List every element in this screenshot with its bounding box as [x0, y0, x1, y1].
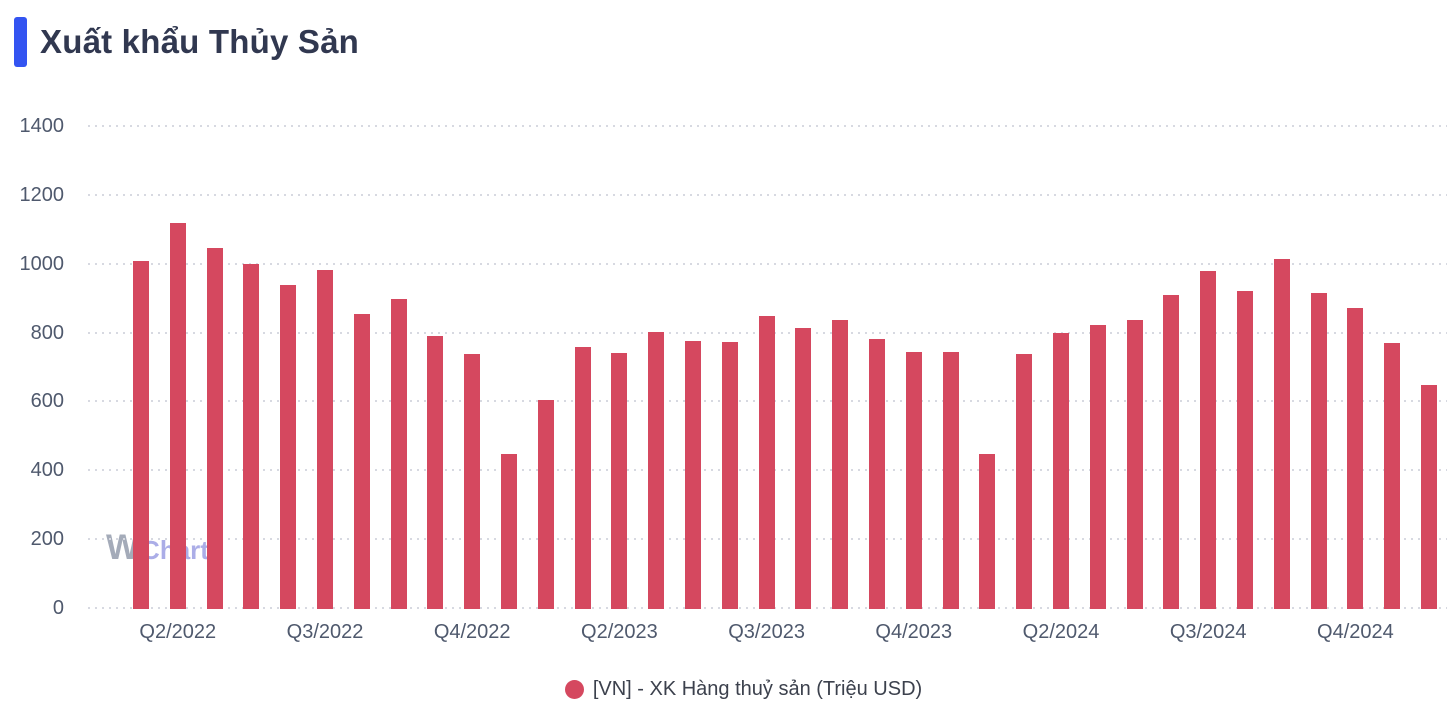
- y-axis-tick-label: 200: [30, 528, 64, 550]
- x-axis-tick-label: Q3/2022: [286, 621, 364, 643]
- y-axis-tick-label: 1400: [19, 115, 65, 137]
- bar[interactable]: [280, 285, 297, 609]
- bar[interactable]: [758, 316, 775, 609]
- bar[interactable]: [206, 248, 223, 609]
- bar[interactable]: [1126, 320, 1143, 609]
- bar[interactable]: [1237, 291, 1253, 609]
- bar[interactable]: [574, 347, 591, 609]
- watermark-logo: WChart: [106, 528, 209, 568]
- bar[interactable]: [905, 352, 922, 609]
- x-axis-tick-label: Q4/2024: [1317, 621, 1394, 643]
- legend: [VN] - XK Hàng thuỷ sản (Triệu USD): [0, 678, 1447, 701]
- bar[interactable]: [869, 339, 885, 609]
- chart-header: Xuất khẩu Thủy Sản: [14, 17, 359, 67]
- y-axis-tick-label: 600: [30, 390, 64, 412]
- x-axis-tick-label: Q3/2023: [728, 621, 805, 643]
- bar[interactable]: [317, 270, 333, 609]
- bar[interactable]: [1016, 354, 1033, 609]
- bar[interactable]: [464, 354, 481, 609]
- bar[interactable]: [1421, 385, 1437, 609]
- bar[interactable]: [648, 332, 665, 609]
- bar[interactable]: [133, 261, 149, 609]
- bar[interactable]: [1053, 333, 1069, 609]
- y-axis-tick-label: 1000: [19, 253, 65, 275]
- bar[interactable]: [832, 320, 849, 609]
- bar[interactable]: [795, 328, 812, 609]
- y-axis-tick-label: 0: [52, 597, 64, 619]
- bar[interactable]: [721, 342, 738, 609]
- legend-label: [VN] - XK Hàng thuỷ sản (Triệu USD): [592, 678, 923, 700]
- bar[interactable]: [1384, 343, 1401, 609]
- bar[interactable]: [501, 454, 517, 609]
- bar[interactable]: [1200, 271, 1217, 609]
- gridline: [88, 194, 1447, 196]
- bar[interactable]: [1163, 295, 1180, 609]
- y-axis-tick-label: 1200: [19, 184, 65, 206]
- gridline: [88, 263, 1447, 265]
- bar[interactable]: [611, 353, 628, 609]
- bar[interactable]: [1347, 308, 1364, 609]
- legend-item-series[interactable]: [VN] - XK Hàng thuỷ sản (Triệu USD): [564, 678, 923, 701]
- x-axis-tick-label: Q2/2022: [139, 621, 217, 643]
- page-title: Xuất khẩu Thủy Sản: [40, 23, 359, 60]
- title-accent-bar: [14, 17, 27, 67]
- bar[interactable]: [169, 223, 186, 609]
- y-axis-tick-label: 400: [30, 459, 64, 481]
- x-axis-tick-label: Q3/2024: [1169, 621, 1247, 643]
- x-axis-tick-label: Q2/2024: [1022, 621, 1100, 643]
- legend-marker-icon: [564, 680, 584, 699]
- bar[interactable]: [427, 336, 444, 609]
- bar[interactable]: [390, 299, 407, 609]
- x-axis-tick-label: Q2/2023: [581, 621, 658, 643]
- bar[interactable]: [243, 264, 260, 609]
- x-axis-tick-label: Q4/2022: [433, 621, 511, 643]
- bar[interactable]: [1310, 293, 1327, 609]
- bar[interactable]: [1089, 325, 1106, 609]
- y-axis-tick-label: 800: [30, 322, 64, 344]
- bar[interactable]: [537, 400, 554, 609]
- bar[interactable]: [1273, 259, 1290, 609]
- bar[interactable]: [353, 314, 370, 609]
- bar[interactable]: [979, 454, 996, 609]
- gridline: [88, 125, 1447, 127]
- bar[interactable]: [942, 352, 959, 609]
- x-axis-tick-label: Q4/2023: [875, 621, 953, 643]
- bar[interactable]: [685, 341, 701, 609]
